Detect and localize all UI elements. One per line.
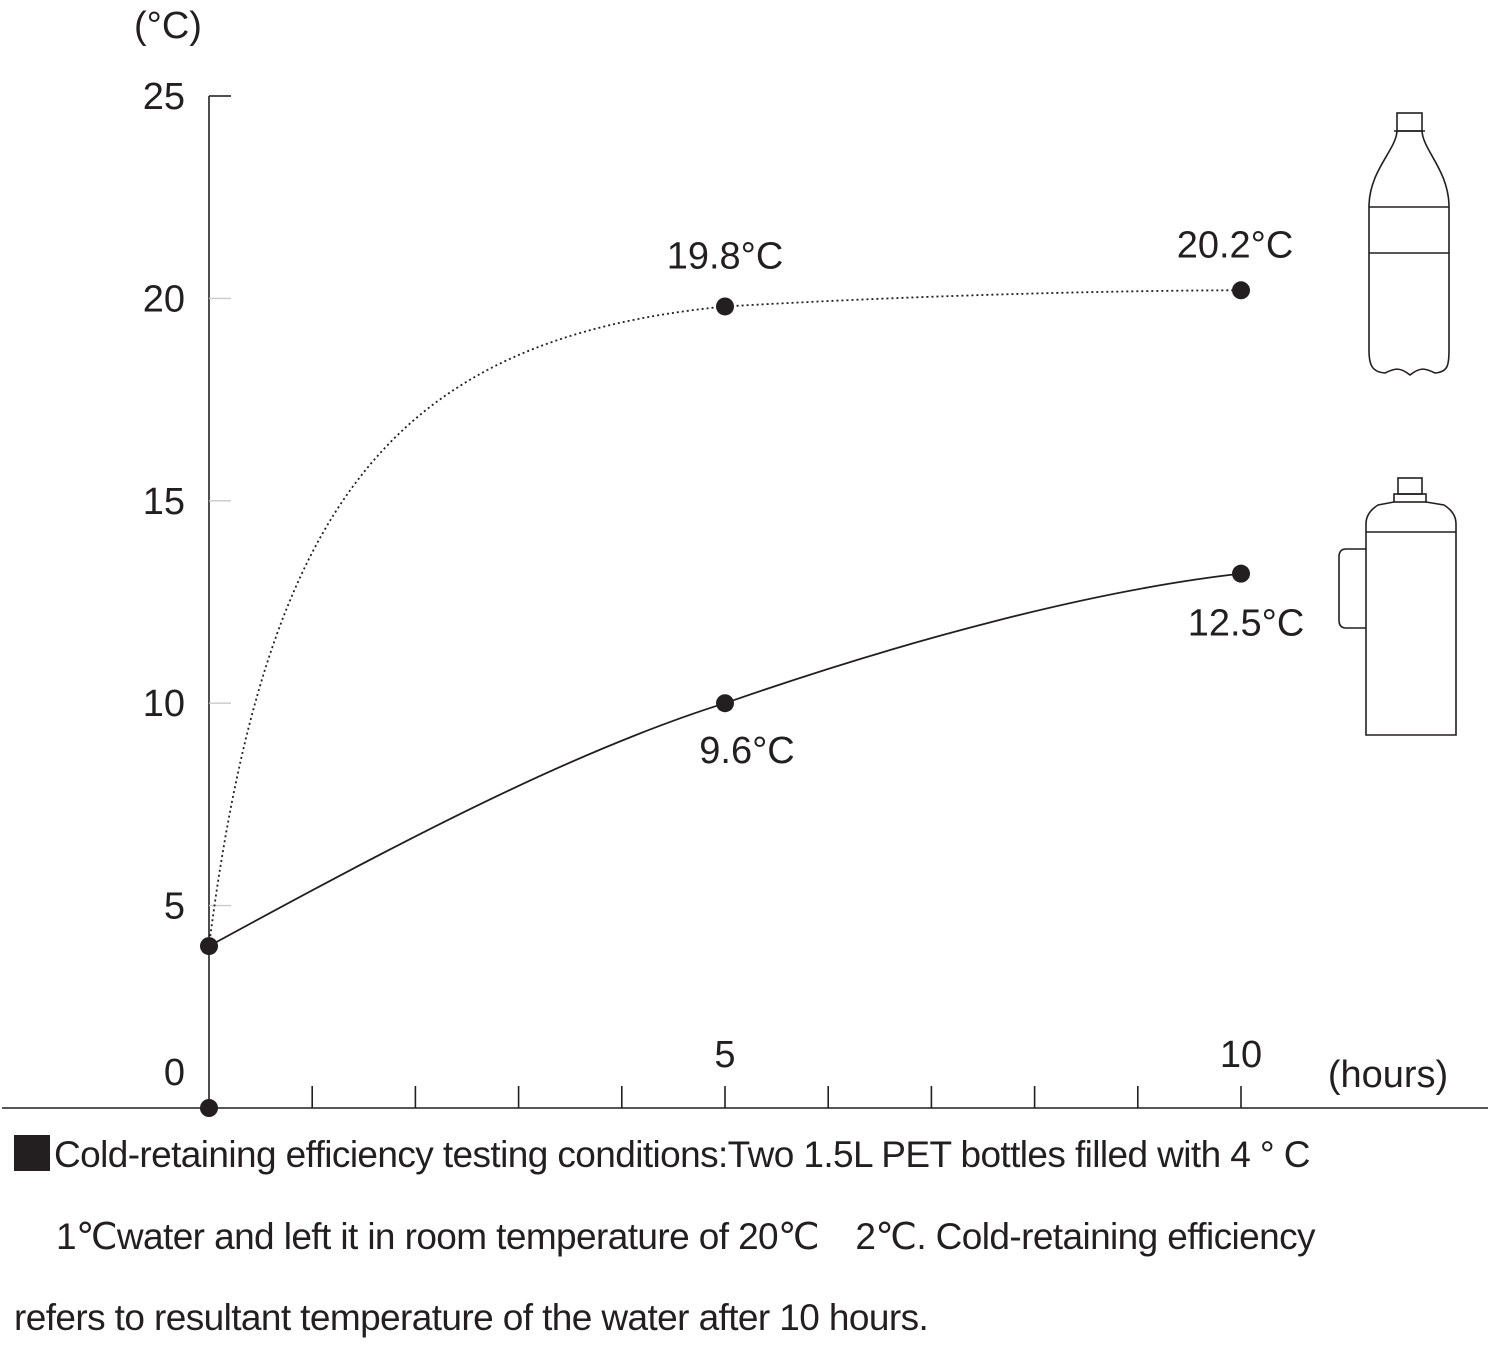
data-point (200, 937, 218, 956)
axes: 0 5 10 15 20 25 (°C) 5 10 (hours) (2, 5, 1488, 1109)
y-axis-label: (°C) (134, 5, 202, 47)
x-axis-label: (hours) (1328, 1054, 1448, 1096)
x-tick-label: 10 (1220, 1034, 1262, 1076)
data-point (716, 694, 734, 713)
data-point (716, 297, 734, 316)
series-layer (200, 281, 1250, 1117)
caption-line-1-text: Cold-retaining efficiency testing condit… (54, 1134, 1310, 1175)
temperature-chart: 0 5 10 15 20 25 (°C) 5 10 (hours) 19.8°C 20.2°C 9.6… (2, 5, 1488, 1117)
y-tick-label: 20 (143, 278, 185, 320)
data-label: 20.2°C (1177, 224, 1294, 266)
caption-line-1: Cold-retaining efficiency testing condit… (14, 1135, 1500, 1175)
labels-layer: 19.8°C 20.2°C 9.6°C 12.5°C (667, 224, 1305, 772)
caption-line-3: refers to resultant temperature of the w… (14, 1297, 929, 1338)
pet-bottle-icon (1368, 112, 1450, 377)
origin-point (200, 1099, 218, 1117)
data-label: 9.6°C (699, 730, 794, 772)
y-tick-label: 5 (164, 886, 185, 928)
data-label: 19.8°C (667, 235, 784, 277)
y-tick-label: 15 (143, 481, 185, 523)
y-tick-label: 10 (143, 683, 185, 725)
data-point (1232, 564, 1250, 583)
y-tick-label: 25 (143, 76, 185, 118)
square-bullet-icon (14, 1135, 50, 1171)
x-tick-label: 5 (714, 1034, 735, 1076)
caption-line-2: 1℃water and left it in room temperature … (56, 1216, 1315, 1257)
data-label: 12.5°C (1188, 603, 1305, 645)
y-tick-label: 0 (164, 1052, 185, 1094)
cooler-bottle-icon (1338, 477, 1457, 736)
series-dotted-line (208, 289, 1242, 947)
data-point (1232, 281, 1250, 300)
